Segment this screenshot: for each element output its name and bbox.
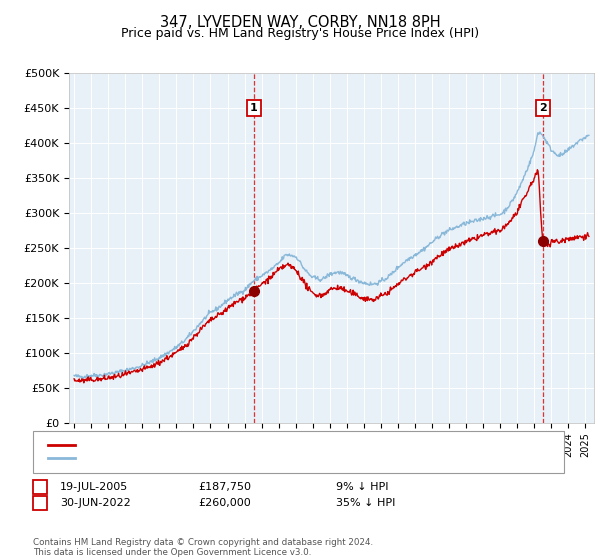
Text: 1: 1 (37, 482, 44, 492)
Text: 2: 2 (37, 498, 44, 508)
Text: Contains HM Land Registry data © Crown copyright and database right 2024.
This d: Contains HM Land Registry data © Crown c… (33, 538, 373, 557)
Text: 35% ↓ HPI: 35% ↓ HPI (336, 498, 395, 508)
Text: 1: 1 (250, 103, 257, 113)
Text: £187,750: £187,750 (198, 482, 251, 492)
Text: HPI: Average price, detached house, North Northamptonshire: HPI: Average price, detached house, Nort… (81, 452, 417, 463)
Text: 347, LYVEDEN WAY, CORBY, NN18 8PH (detached house): 347, LYVEDEN WAY, CORBY, NN18 8PH (detac… (81, 440, 391, 450)
Text: 2: 2 (539, 103, 547, 113)
Text: 9% ↓ HPI: 9% ↓ HPI (336, 482, 389, 492)
Text: Price paid vs. HM Land Registry's House Price Index (HPI): Price paid vs. HM Land Registry's House … (121, 27, 479, 40)
Text: 19-JUL-2005: 19-JUL-2005 (60, 482, 128, 492)
Text: 347, LYVEDEN WAY, CORBY, NN18 8PH: 347, LYVEDEN WAY, CORBY, NN18 8PH (160, 15, 440, 30)
Text: 30-JUN-2022: 30-JUN-2022 (60, 498, 131, 508)
Text: £260,000: £260,000 (198, 498, 251, 508)
